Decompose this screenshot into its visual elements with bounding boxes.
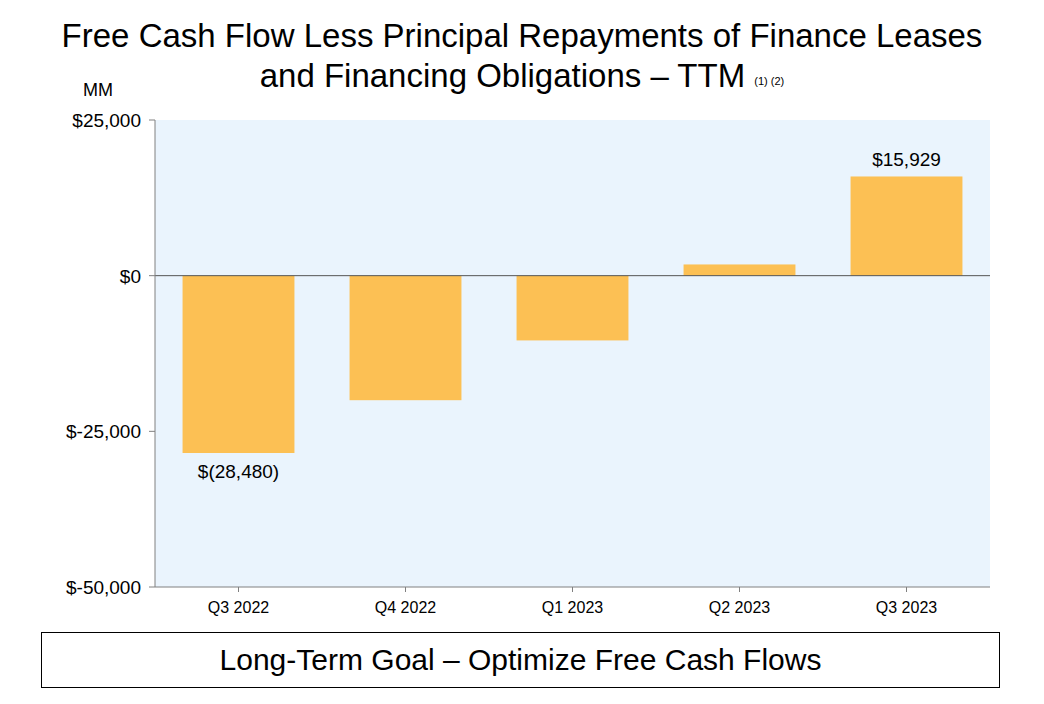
bar	[350, 276, 462, 401]
y-tick-label: $25,000	[72, 110, 141, 131]
x-tick	[405, 587, 406, 592]
footnote-marker: (1) (2)	[754, 75, 784, 87]
y-tick	[149, 120, 155, 121]
x-axis-line	[155, 587, 990, 588]
y-tick	[149, 431, 155, 432]
x-tick-label: Q2 2023	[709, 599, 770, 616]
y-tick-label: $0	[120, 266, 141, 287]
x-tick	[906, 587, 907, 592]
x-tick-label: Q3 2022	[208, 599, 269, 616]
caption-box: Long-Term Goal – Optimize Free Cash Flow…	[41, 632, 1000, 688]
x-tick-label: Q4 2022	[375, 599, 436, 616]
y-tick-label: $-25,000	[66, 421, 141, 442]
x-tick	[739, 587, 740, 592]
data-label: $15,929	[872, 149, 941, 170]
chart-canvas: MM $(28,480) $15,929 Q3 2022 Q4 2022 Q1 2023 Q…	[0, 0, 1044, 704]
y-tick	[149, 587, 155, 588]
chart-title: Free Cash Flow Less Principal Repayments…	[42, 16, 1002, 103]
bar	[517, 276, 629, 341]
data-label: $(28,480)	[198, 461, 279, 482]
title-text: Free Cash Flow Less Principal Repayments…	[62, 17, 983, 94]
data-labels: $(28,480) $15,929	[198, 149, 941, 482]
y-tick	[149, 275, 155, 276]
plot-background	[155, 120, 990, 587]
zero-line	[155, 275, 990, 276]
bar	[183, 276, 295, 453]
y-tick-label: $-50,000	[66, 577, 141, 598]
y-axis-label: MM	[83, 80, 113, 100]
bars	[183, 176, 963, 453]
x-tick-label: Q3 2023	[876, 599, 937, 616]
bar	[684, 264, 796, 275]
x-tick-label: Q1 2023	[542, 599, 603, 616]
x-tick	[572, 587, 573, 592]
caption-text: Long-Term Goal – Optimize Free Cash Flow…	[220, 643, 822, 676]
x-tick	[238, 587, 239, 592]
bar	[851, 176, 963, 275]
y-axis-line	[155, 120, 156, 587]
